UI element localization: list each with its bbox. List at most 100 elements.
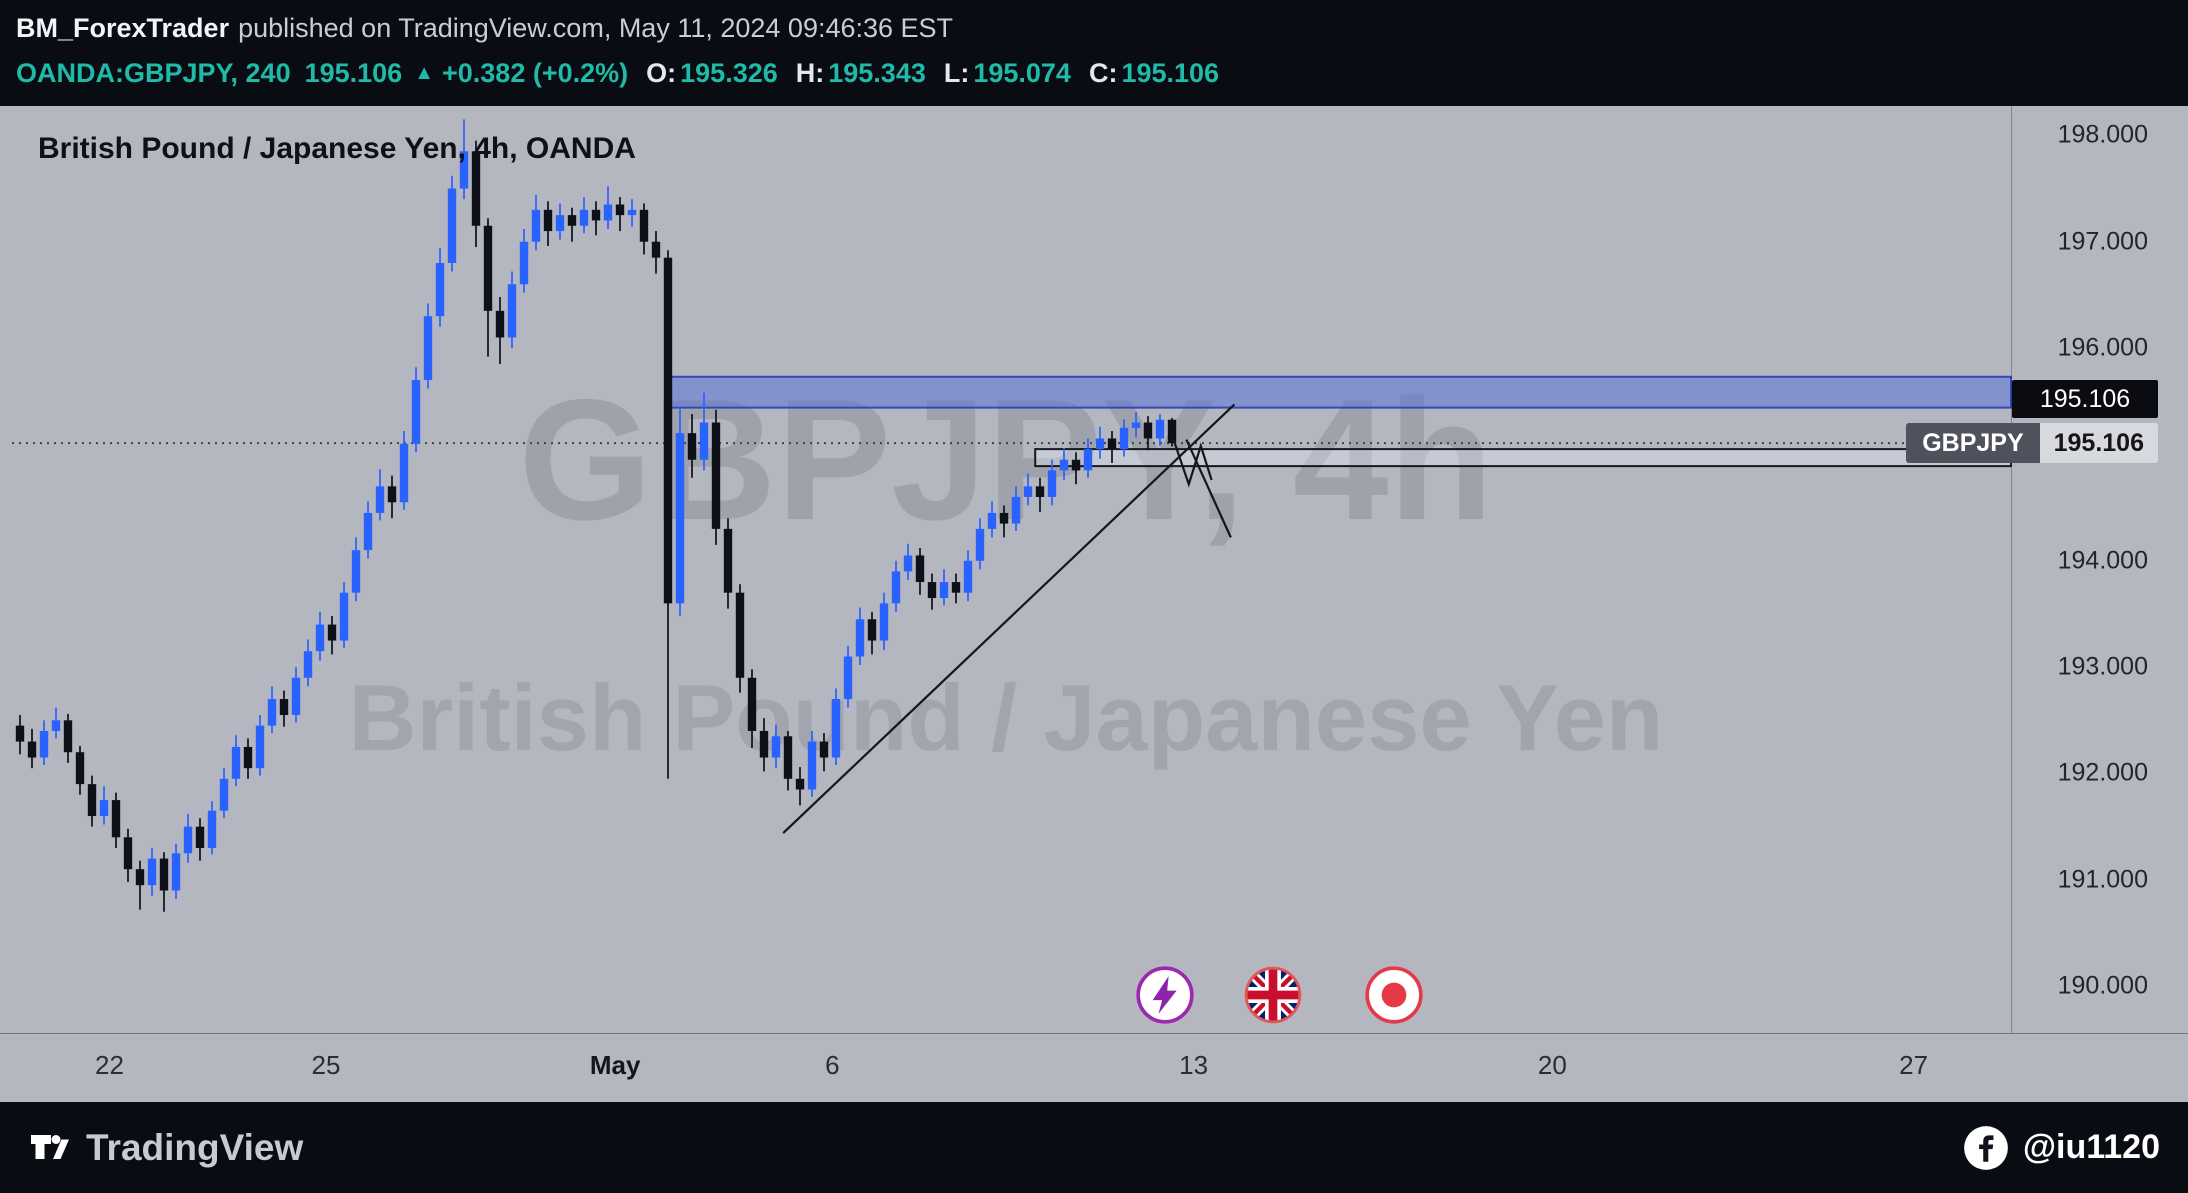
- symbol-interval: OANDA:GBPJPY, 240: [16, 58, 291, 88]
- candle-body: [531, 209, 541, 242]
- candle-body: [675, 433, 685, 604]
- price-label[interactable]: 195.106: [2012, 380, 2158, 418]
- published-text: published on TradingView.com, May 11, 20…: [238, 13, 954, 43]
- candlestick-plot[interactable]: [0, 106, 2188, 1102]
- time-tick[interactable]: 22: [95, 1050, 124, 1080]
- ascending-trendline[interactable]: [782, 403, 1236, 834]
- candle-body: [759, 730, 769, 758]
- candle-body: [879, 603, 889, 641]
- candle-body: [147, 858, 157, 886]
- candle-body: [231, 746, 241, 779]
- price-tick[interactable]: 194.000: [2057, 546, 2148, 575]
- candle-body: [1107, 438, 1117, 450]
- price-tick[interactable]: 193.000: [2057, 652, 2148, 681]
- candle-body: [447, 188, 457, 263]
- time-tick[interactable]: 27: [1899, 1050, 1929, 1080]
- candle-body: [399, 443, 409, 503]
- candle-body: [771, 736, 781, 758]
- candle-body: [783, 736, 793, 779]
- candle-body: [807, 741, 817, 790]
- zigzag-projection[interactable]: [1170, 434, 1213, 488]
- candle-body: [831, 699, 841, 758]
- price-tick[interactable]: 192.000: [2057, 758, 2148, 787]
- uk-flag-emoji-sticker[interactable]: [1244, 966, 1302, 1024]
- header: BM_ForexTrader published on TradingView.…: [0, 0, 2188, 106]
- candle-body: [891, 571, 901, 604]
- candle-body: [1167, 419, 1177, 444]
- symbol-label-price: 195.106: [2039, 423, 2158, 463]
- last-price: 195.106: [304, 58, 403, 88]
- price-tick[interactable]: 198.000: [2057, 120, 2148, 149]
- symbol-price-label[interactable]: GBPJPY 195.106: [1906, 423, 2158, 463]
- high-label: H:: [795, 58, 825, 88]
- candle-body: [1071, 459, 1081, 471]
- candle-body: [363, 512, 373, 551]
- low-pair: L: 195.074: [944, 58, 1071, 89]
- price-axis[interactable]: 198.000197.000196.000195.000194.000193.0…: [2011, 106, 2188, 1033]
- candle-body: [687, 433, 697, 460]
- candle-body: [603, 204, 613, 221]
- candle-body: [411, 379, 421, 444]
- low-label: L:: [943, 58, 970, 88]
- candle-body: [699, 422, 709, 460]
- candle-body: [819, 741, 829, 758]
- price-tick[interactable]: 191.000: [2057, 865, 2148, 894]
- candle-body: [423, 316, 433, 380]
- time-tick[interactable]: 25: [311, 1050, 341, 1080]
- candle-body: [15, 725, 25, 742]
- candle-body: [1155, 419, 1165, 439]
- lightning-emoji-sticker[interactable]: [1136, 966, 1194, 1024]
- price-tick[interactable]: 197.000: [2057, 227, 2148, 256]
- candle-body: [867, 619, 877, 641]
- candle-body: [627, 209, 637, 216]
- candle-body: [579, 209, 589, 226]
- time-tick[interactable]: 20: [1537, 1050, 1567, 1080]
- candle-body: [843, 656, 853, 700]
- symbol-label-name: GBPJPY: [1906, 423, 2040, 463]
- candle-body: [987, 512, 997, 529]
- candle-body: [327, 624, 337, 641]
- open-value: 195.326: [680, 58, 778, 88]
- candle-body: [927, 582, 937, 599]
- time-tick[interactable]: 13: [1179, 1050, 1209, 1080]
- candle-body: [99, 800, 109, 817]
- candle-body: [87, 784, 97, 817]
- supply-zone[interactable]: [668, 375, 2013, 409]
- candle-body: [951, 582, 961, 593]
- time-tick[interactable]: May: [589, 1050, 641, 1080]
- candle-body: [915, 555, 925, 583]
- time-tick[interactable]: 6: [825, 1050, 840, 1080]
- candle-body: [219, 778, 229, 811]
- price-tick[interactable]: 196.000: [2057, 333, 2148, 362]
- change-up-icon: ▲: [414, 62, 434, 84]
- candle-body: [735, 592, 745, 678]
- candle-body: [1143, 422, 1153, 439]
- price-tick[interactable]: 190.000: [2057, 971, 2148, 1000]
- candle-body: [615, 204, 625, 216]
- candle-body: [1047, 470, 1057, 497]
- projection-down-line[interactable]: [1185, 439, 1232, 538]
- low-value: 195.074: [973, 58, 1071, 88]
- candle-body: [75, 752, 85, 785]
- candle-body: [975, 528, 985, 561]
- byline: BM_ForexTrader published on TradingView.…: [16, 6, 2188, 51]
- candle-body: [303, 651, 313, 678]
- high-pair: H: 195.343: [796, 58, 926, 89]
- candle-body: [39, 730, 49, 758]
- candle-body: [243, 746, 253, 769]
- chart-area[interactable]: GBPJPY, 4h British Pound / Japanese Yen …: [0, 106, 2188, 1102]
- tradingview-brand[interactable]: TradingView: [28, 1127, 303, 1169]
- candle-body: [939, 582, 949, 599]
- candle-body: [1131, 422, 1141, 428]
- candle-body: [387, 486, 397, 503]
- author-handle[interactable]: @iu1120: [1963, 1125, 2160, 1171]
- candle-body: [183, 826, 193, 854]
- candle-body: [375, 486, 385, 513]
- tradingview-logo-icon: [28, 1128, 72, 1168]
- japan-flag-emoji-sticker[interactable]: [1365, 966, 1423, 1024]
- candle-body: [795, 778, 805, 790]
- candle-body: [543, 209, 553, 232]
- author-name: BM_ForexTrader: [16, 13, 230, 43]
- candle-body: [195, 826, 205, 848]
- time-axis[interactable]: 22 25 May 6 13 20 27: [0, 1033, 2188, 1102]
